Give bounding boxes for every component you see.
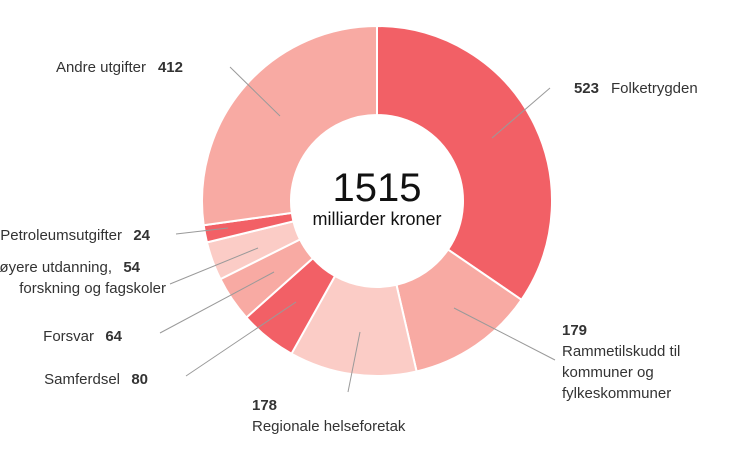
leader-line-4 — [159, 271, 275, 334]
leader-line-7 — [229, 66, 281, 117]
slice-label-0: Folketrygden — [611, 80, 698, 97]
center-unit: milliarder kroner — [312, 209, 441, 229]
slice-label-1-line-0: Rammetilskudd til — [562, 343, 680, 360]
slice-value-7: 412 — [158, 59, 183, 76]
slice-0 — [376, 24, 553, 302]
slice-label-1-line-2: fylkeskommuner — [562, 385, 671, 402]
slice-label-5-line-0: Høyere utdanning, — [0, 259, 112, 276]
slice-7 — [201, 24, 378, 227]
slice-label-4-line-0: Forsvar — [43, 328, 94, 345]
donut-slices — [201, 24, 553, 377]
leader-line-5 — [169, 247, 259, 285]
leader-line-2 — [347, 331, 361, 393]
leader-line-0 — [491, 87, 551, 139]
slice-value-1: 179 — [562, 322, 587, 339]
slice-label-7-line-0: Andre utgifter — [56, 59, 146, 76]
leader-line-6 — [175, 227, 229, 235]
slice-label-1-line-1: kommuner og — [562, 364, 654, 381]
slice-value-0: 523 — [574, 80, 599, 97]
leader-line-3 — [185, 301, 297, 377]
slice-value-4: 64 — [105, 328, 122, 345]
leader-line-1 — [453, 307, 556, 361]
slice-value-6: 24 — [133, 227, 150, 244]
slice-label-3-line-0: Samferdsel — [44, 371, 120, 388]
slice-label-2-line-0: Regionale helseforetak — [252, 418, 406, 435]
slice-label-6-line-0: Petroleumsutgifter — [0, 227, 122, 244]
slice-value-2: 178 — [252, 397, 277, 414]
center-total: 1515 — [333, 166, 422, 210]
slice-labels: Folketrygden 523 179 Rammetilskudd til kommu… — [0, 59, 698, 435]
leader-lines — [159, 66, 556, 393]
slice-value-3: 80 — [131, 371, 148, 388]
slice-label-5-line-1: forskning og fagskoler — [19, 280, 166, 297]
slice-value-5: 54 — [123, 259, 140, 276]
